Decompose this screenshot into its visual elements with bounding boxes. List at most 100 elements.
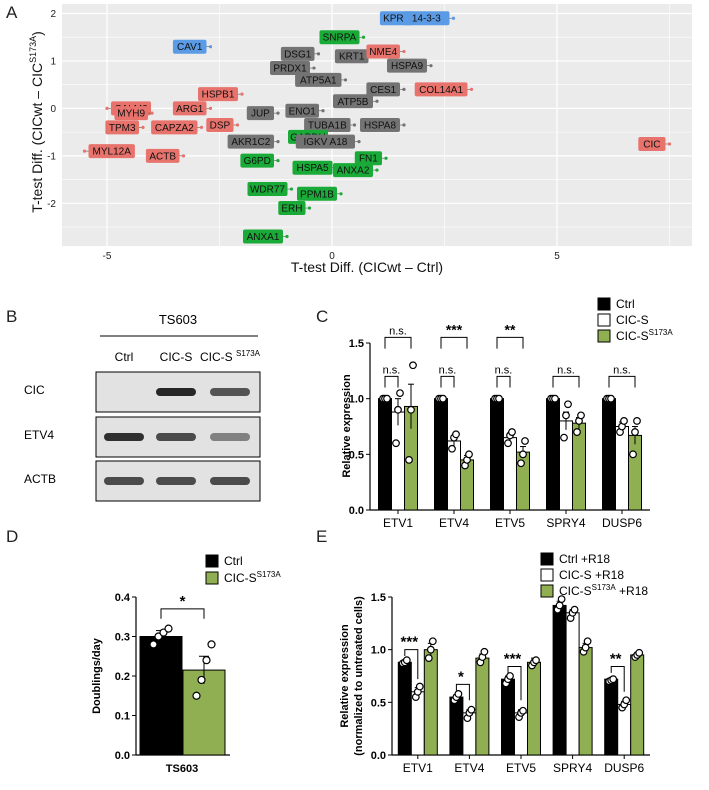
- blot-band: [210, 388, 250, 396]
- data-point: [240, 92, 244, 96]
- y-tick-label: 0.5: [371, 697, 386, 709]
- significance-label: n.s.: [383, 364, 401, 376]
- significance-bracket: [160, 608, 205, 619]
- axis-ticks: -5 0 5 2 1 0 -1 -2: [47, 9, 560, 262]
- data-point: [402, 123, 406, 127]
- significance-bracket: [507, 666, 522, 701]
- point-label-box: [280, 46, 315, 61]
- bar: [423, 649, 438, 756]
- bar: [501, 678, 515, 756]
- data-point: [150, 111, 154, 115]
- data-point: [312, 66, 316, 70]
- data-point: [357, 140, 361, 144]
- point-label-box: [270, 61, 310, 76]
- bar: [139, 636, 183, 756]
- bar: [578, 647, 593, 756]
- data-point: [667, 142, 672, 146]
- x-tick-label: SPRY4: [553, 761, 592, 775]
- replicate-point: [394, 405, 402, 414]
- scatter-panel-a: -5 0 5 2 1 0 -1 -2 KPRP 14-3-3 CAV1 SNRPA DSG1 KRT1 N…: [28, 4, 692, 275]
- replicate-point: [454, 690, 463, 698]
- point-label: FN1: [359, 154, 378, 165]
- data-point: [208, 106, 213, 110]
- point-label: JUP: [251, 109, 270, 120]
- blot-band: [104, 433, 144, 441]
- blot-band: [210, 477, 250, 485]
- bar: [617, 703, 632, 756]
- bar: [449, 696, 464, 756]
- y-tick-label: 0: [50, 104, 56, 115]
- point-label: ARG1: [176, 104, 204, 115]
- data-point: [375, 99, 379, 103]
- bar: [527, 661, 541, 756]
- y-axis-label: Relative expression: [339, 624, 351, 728]
- x-tick-label: ETV4: [439, 516, 469, 530]
- point-label: HSPA5: [296, 163, 328, 174]
- bar: [615, 426, 629, 511]
- western-blot-panel: TS603 Ctrl CIC-S CIC-S S173A CIC ETV4 ACTB: [24, 312, 261, 502]
- point-label-box: [295, 134, 355, 149]
- data-point: [141, 125, 145, 129]
- legend-label: CIC-SS173A: [616, 328, 673, 343]
- significance-bracket: [440, 336, 468, 349]
- data-point: [316, 52, 321, 56]
- replicate-point: [532, 656, 540, 665]
- replicate-point: [192, 691, 201, 700]
- data-point: [276, 111, 280, 115]
- labeled-points: KPRP 14-3-3 CAV1 SNRPA DSG1 KRT1 NME4 HSPA9 PRDX…: [82, 11, 672, 244]
- point-label-box: [366, 82, 400, 97]
- point-label-box: [243, 229, 283, 244]
- significance-label: ***: [446, 321, 463, 337]
- point-label-box: [333, 94, 373, 109]
- significance-bracket: [384, 336, 412, 349]
- point-label-box: [247, 182, 288, 197]
- blot-band: [210, 433, 250, 441]
- data-point: [451, 16, 456, 20]
- point-label-box: [206, 118, 234, 132]
- data-point: [402, 87, 406, 92]
- blot-rows: CIC ETV4 ACTB: [24, 371, 261, 502]
- replicate-point: [202, 656, 211, 665]
- blot-band: [156, 433, 196, 441]
- replicate-point: [424, 654, 433, 662]
- point-label-box: [172, 39, 207, 54]
- point-label: KRT1: [339, 52, 365, 63]
- replicate-point: [581, 643, 590, 652]
- data-point: [352, 123, 357, 127]
- point-label: NME4: [369, 47, 397, 58]
- point-label-box: [88, 144, 135, 159]
- significance-bracket: [440, 375, 455, 388]
- legend-swatch: [540, 552, 554, 566]
- y-tick-label: 0.3: [115, 632, 130, 644]
- legend-swatch: [540, 568, 554, 582]
- replicate-point: [428, 637, 437, 646]
- replicate-point: [452, 430, 460, 439]
- point-label: COL14A1: [419, 85, 463, 96]
- legend-label-sup: S173A: [592, 583, 617, 592]
- replicate-point: [560, 433, 568, 442]
- blot-band: [104, 477, 144, 485]
- point-label-box: [292, 160, 333, 175]
- bar: [604, 678, 619, 756]
- point-label-box: [285, 103, 319, 118]
- data-point: [82, 149, 87, 153]
- significance-label: n.s.: [557, 364, 575, 376]
- point-label-box: [114, 106, 148, 121]
- bar: [602, 398, 616, 511]
- y-tick-label: 1.0: [349, 394, 364, 406]
- significance-label: n.s.: [389, 325, 407, 337]
- y-axis-label-sup: S173A: [28, 36, 38, 63]
- bar: [182, 669, 226, 756]
- panel-label-e: E: [316, 527, 327, 546]
- point-label-box: [414, 82, 468, 97]
- replicate-point: [557, 595, 566, 604]
- point-label: CAV1: [177, 42, 203, 53]
- point-label: SNRPA: [323, 33, 357, 44]
- significance-bracket: [608, 375, 636, 388]
- replicate-point: [402, 656, 411, 665]
- data-point: [285, 234, 289, 239]
- x-tick-label: ETV5: [506, 761, 536, 775]
- y-tick-label: 0.0: [349, 505, 364, 517]
- replicate-point: [164, 624, 173, 633]
- y-axis-label-close: ): [29, 31, 45, 36]
